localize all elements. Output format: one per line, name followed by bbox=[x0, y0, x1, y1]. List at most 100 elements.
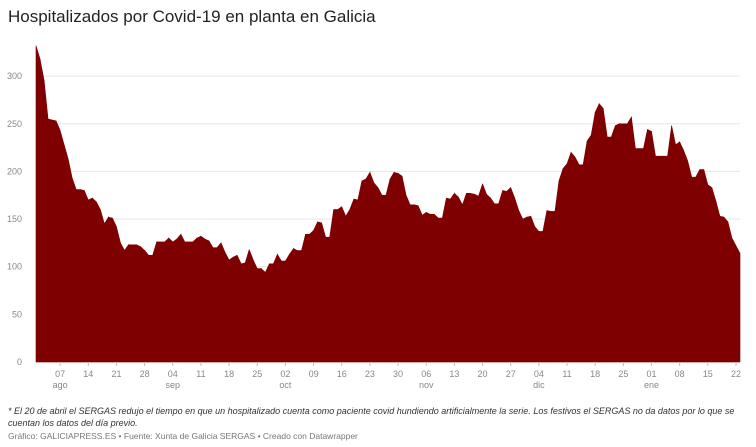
area-segment bbox=[405, 195, 411, 363]
x-tick-label: 08 bbox=[675, 369, 685, 379]
area-segment bbox=[156, 241, 162, 363]
area-segment bbox=[293, 248, 298, 363]
area-segment bbox=[474, 193, 479, 363]
area-segment bbox=[220, 242, 226, 363]
x-tick-label: 16 bbox=[337, 369, 347, 379]
x-tick-label: 25 bbox=[618, 369, 628, 379]
area-segment bbox=[43, 79, 49, 363]
area-segment bbox=[546, 210, 552, 363]
x-tick-label: 04 bbox=[168, 369, 178, 379]
y-tick-label: 150 bbox=[7, 214, 22, 224]
area-segment bbox=[196, 235, 202, 363]
area-segment bbox=[289, 247, 294, 363]
area-segment bbox=[373, 182, 379, 363]
area-segment bbox=[510, 187, 516, 363]
area-segment bbox=[120, 242, 125, 363]
area-segment bbox=[313, 221, 318, 363]
area-segment bbox=[590, 112, 596, 363]
area-segment bbox=[450, 192, 455, 363]
area-segment bbox=[703, 169, 709, 363]
area-segment bbox=[478, 183, 483, 363]
area-segment bbox=[550, 211, 556, 363]
area-segment bbox=[47, 118, 53, 363]
area-segment bbox=[554, 180, 560, 363]
area-segment bbox=[675, 141, 680, 363]
area-segment bbox=[192, 237, 198, 363]
area-segment bbox=[542, 210, 548, 363]
area-segment bbox=[112, 217, 117, 363]
area-segment bbox=[39, 58, 45, 363]
area-segment bbox=[377, 187, 383, 363]
area-segment bbox=[305, 234, 310, 363]
area-segment bbox=[490, 197, 495, 363]
area-segment bbox=[458, 197, 463, 363]
area-segment bbox=[586, 134, 592, 363]
area-segment bbox=[538, 231, 544, 363]
x-tick-label: 14 bbox=[83, 369, 93, 379]
x-tick-label: 01 bbox=[646, 369, 656, 379]
area-segment bbox=[389, 171, 395, 363]
area-segment bbox=[124, 243, 129, 363]
source-credit: Gráfico: GALICIAPRESS.ES • Fuente: Xunta… bbox=[8, 431, 358, 441]
area-segment bbox=[176, 233, 182, 363]
area-segment bbox=[401, 176, 407, 363]
area-segment bbox=[691, 176, 697, 363]
x-tick-label: 28 bbox=[140, 369, 150, 379]
area-segment bbox=[256, 268, 262, 363]
area-segment bbox=[667, 125, 672, 363]
area-segment bbox=[715, 200, 721, 363]
x-tick-label: 06 bbox=[421, 369, 431, 379]
area-segment bbox=[598, 102, 604, 363]
area-segment bbox=[429, 213, 435, 363]
x-month-label: ene bbox=[644, 380, 659, 390]
area-segment bbox=[273, 254, 278, 363]
area-segment bbox=[168, 237, 174, 363]
area-segment bbox=[562, 162, 568, 363]
y-tick-label: 250 bbox=[7, 119, 22, 129]
area-segment bbox=[574, 156, 580, 363]
area-segment bbox=[602, 108, 608, 363]
area-segment bbox=[578, 164, 584, 363]
area-segment bbox=[454, 192, 459, 363]
area-segment bbox=[719, 215, 725, 363]
area-segment bbox=[325, 236, 330, 363]
area-segment bbox=[514, 198, 520, 363]
x-month-label: oct bbox=[279, 380, 292, 390]
area-segment bbox=[321, 222, 326, 363]
area-segment bbox=[433, 213, 439, 363]
area-segment bbox=[172, 238, 178, 363]
area-segment bbox=[236, 255, 242, 363]
area-segment bbox=[635, 148, 640, 363]
area-segment bbox=[104, 216, 109, 363]
area-segment bbox=[265, 263, 270, 363]
area-segment bbox=[148, 254, 153, 363]
x-tick-label: 21 bbox=[111, 369, 121, 379]
area-segment bbox=[301, 234, 306, 363]
area-segment bbox=[79, 189, 85, 363]
area-segment bbox=[711, 187, 717, 363]
area-segment bbox=[498, 190, 503, 363]
area-segment bbox=[216, 242, 222, 363]
x-tick-label: 11 bbox=[562, 369, 571, 379]
x-tick-label: 02 bbox=[280, 369, 290, 379]
area-segment bbox=[437, 217, 443, 363]
area-segment bbox=[522, 216, 528, 363]
x-tick-label: 11 bbox=[196, 369, 205, 379]
area-segment bbox=[108, 216, 113, 363]
area-segment bbox=[309, 229, 314, 363]
area-segment bbox=[345, 208, 351, 363]
y-tick-label: 300 bbox=[7, 71, 22, 81]
x-tick-label: 04 bbox=[534, 369, 544, 379]
area-segment bbox=[357, 180, 363, 363]
area-segment bbox=[643, 129, 648, 363]
x-tick-label: 25 bbox=[252, 369, 262, 379]
area-segment bbox=[244, 249, 250, 363]
area-segment bbox=[188, 241, 194, 363]
area-segment bbox=[655, 155, 660, 363]
area-segment bbox=[727, 221, 733, 363]
area-segment bbox=[349, 198, 355, 363]
area-segment bbox=[269, 263, 274, 363]
area-segment bbox=[160, 241, 166, 363]
x-tick-label: 23 bbox=[365, 369, 375, 379]
area-segment bbox=[393, 171, 399, 363]
